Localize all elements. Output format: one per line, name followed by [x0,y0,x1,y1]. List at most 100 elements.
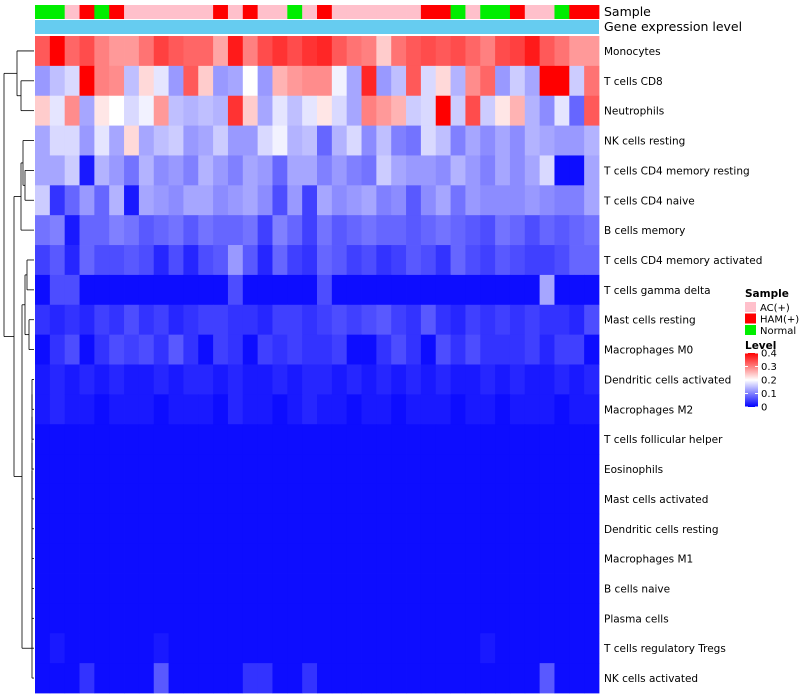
heatmap-cell [287,185,303,216]
heatmap-cell [361,454,377,485]
heatmap-cell [376,364,392,395]
sample-annotation-cell [124,5,140,19]
heatmap-cell [227,394,244,425]
heatmap-cell [272,483,288,515]
heatmap-cell [391,483,407,515]
heatmap-cell [435,274,451,306]
heatmap-cell [302,36,318,67]
heatmap-cell [168,304,184,336]
heatmap-cell [35,633,51,664]
heatmap-cell [287,483,303,515]
heatmap-cell [124,245,140,276]
heatmap-cell [198,274,214,306]
row-label: T cells gamma delta [603,285,711,297]
heatmap-cell [317,573,333,604]
heatmap-cell [213,125,229,156]
heatmap-cell [406,36,422,67]
heatmap-cell [480,633,496,664]
heatmap-cell [584,245,600,276]
row-label: T cells CD4 memory resting [603,165,750,177]
heatmap-cell [153,483,169,515]
heatmap-cell [450,274,466,306]
heatmap-cell [109,65,125,97]
heatmap-cell [272,215,288,246]
heatmap-cell [480,274,496,306]
heatmap-cell [495,155,511,186]
heatmap-cell [64,454,80,485]
heatmap-cell [435,364,451,395]
row-label: Monocytes [604,46,661,58]
heatmap-cell [124,215,140,246]
heatmap-cell [524,454,541,485]
level-tick-label: 0 [761,403,767,414]
heatmap-cell [227,125,244,156]
heatmap-cell [64,573,80,604]
heatmap-cell [569,364,585,395]
heatmap-cell [376,633,392,664]
heatmap-cell [153,36,169,67]
heatmap-cell [539,364,555,395]
heatmap-cell [138,364,155,395]
heatmap-cell [331,185,348,216]
heatmap-cell [227,36,244,67]
heatmap-cell [420,513,437,545]
heatmap-cell [198,663,214,694]
heatmap-cell [554,334,570,365]
heatmap-cell [376,95,392,126]
heatmap-cell [272,364,288,395]
heatmap-cell [346,364,362,395]
heatmap-cell [391,185,407,216]
heatmap-cell [361,603,377,634]
heatmap-cell [272,185,288,216]
heatmap-cell [346,663,362,694]
heatmap-cell [509,573,526,604]
heatmap-cell [584,483,600,515]
heatmap-cell [287,125,303,156]
heatmap-cell [465,95,481,126]
heatmap-cell [391,454,407,485]
heatmap-cell [554,245,570,276]
heatmap-cell [242,185,259,216]
heatmap-cell [35,454,51,485]
heatmap-cell [242,633,259,664]
heatmap-cell [49,394,66,425]
heatmap-cell [391,663,407,694]
heatmap-cell [198,633,214,664]
heatmap-cell [465,513,481,545]
heatmap-cell [569,663,585,694]
heatmap-cell [153,663,169,694]
heatmap-cell [435,633,451,664]
heatmap-cell [272,424,288,455]
heatmap-cell [242,274,259,306]
sample-annotation-cell [227,5,244,19]
sample-annotation-cell [138,5,155,19]
heatmap-cell [406,95,422,126]
heatmap-cell [227,334,244,365]
heatmap-cell [317,65,333,97]
heatmap-cell [198,36,214,67]
heatmap-cell [213,364,229,395]
heatmap-cell [509,364,526,395]
heatmap-cell [168,215,184,246]
heatmap-cell [213,513,229,545]
heatmap-cell [168,663,184,694]
heatmap-cell [435,663,451,694]
heatmap-cell [109,573,125,604]
sample-legend-swatch [745,325,756,335]
sample-annotation-cell [94,5,110,19]
heatmap-cell [420,364,437,395]
heatmap-cell [317,663,333,694]
heatmap-cell [49,304,66,336]
heatmap-cell [287,304,303,336]
heatmap-cell [539,454,555,485]
heatmap-cell [227,95,244,126]
heatmap-cell [227,65,244,97]
heatmap-cell [287,334,303,365]
heatmap-cell [569,483,585,515]
heatmap-cell [509,633,526,664]
heatmap-cell [495,215,511,246]
heatmap-cell [406,245,422,276]
heatmap-cell [406,513,422,545]
heatmap-cell [257,483,273,515]
heatmap-cell [302,424,318,455]
